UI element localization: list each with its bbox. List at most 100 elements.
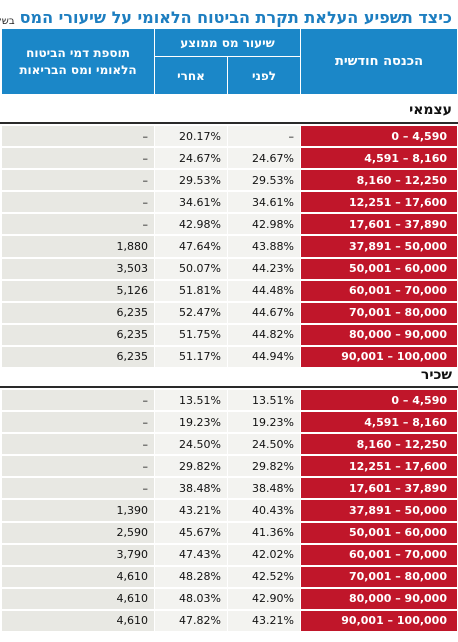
after-rate-cell: 34.61% (155, 192, 227, 213)
income-range-cell: 8,160 – 12,250 (301, 434, 457, 455)
income-range-cell: 50,001 – 60,000 (301, 522, 457, 543)
extra-cell: – (2, 434, 154, 455)
income-range-cell: 17,601 – 37,890 (301, 478, 457, 499)
before-rate-cell: 44.48% (228, 280, 300, 301)
before-rate-cell: 38.48% (228, 478, 300, 499)
section-divider (0, 386, 458, 388)
income-range-cell: 8,160 – 12,250 (301, 170, 457, 191)
after-rate-cell: 29.53% (155, 170, 227, 191)
income-range-cell: 60,001 – 70,000 (301, 544, 457, 565)
table-row: –29.53% 29.53% 8,160 – 12,250 (2, 169, 457, 191)
income-range-cell: 90,001 – 100,000 (301, 610, 457, 632)
before-rate-cell: 40.43% (228, 500, 300, 521)
after-rate-cell: 47.82% (155, 610, 227, 632)
income-range-cell: 80,000 – 90,000 (301, 324, 457, 345)
before-rate-cell: 42.02% (228, 544, 300, 565)
extra-cell: 6,235 (2, 324, 154, 345)
after-rate-cell: 24.50% (155, 434, 227, 455)
extra-column-header: תוספת דמי הביטוח הלאומי ומס הבריאות (2, 29, 154, 94)
after-rate-cell: 50.07% (155, 258, 227, 279)
before-rate-cell: 44.67% (228, 302, 300, 323)
table-row: –24.50% 24.50% 8,160 – 12,250 (2, 433, 457, 455)
after-rate-cell: 29.82% (155, 456, 227, 477)
after-rate-cell: 42.98% (155, 214, 227, 235)
before-rate-cell: 44.94% (228, 346, 300, 368)
table-row: 4,610 48.28% 42.52% 70,001 – 80,000 (2, 566, 457, 588)
table-row: –20.17% –0 – 4,590 (2, 125, 457, 147)
extra-header-line2: הלאומי ומס הבריאות (19, 62, 137, 77)
income-range-cell: 12,251 – 17,600 (301, 456, 457, 477)
before-subheader: לפני (228, 57, 300, 94)
table-row: –38.48% 38.48% 17,601 – 37,890 (2, 477, 457, 499)
income-range-cell: 17,601 – 37,890 (301, 214, 457, 235)
income-range-cell: 70,001 – 80,000 (301, 302, 457, 323)
income-range-cell: 80,000 – 90,000 (301, 588, 457, 609)
after-rate-cell: 47.64% (155, 236, 227, 257)
after-rate-cell: 45.67% (155, 522, 227, 543)
table-row: 1,880 47.64% 43.88% 37,891 – 50,000 (2, 235, 457, 257)
table-row: –13.51% 13.51% 0 – 4,590 (2, 389, 457, 411)
before-rate-cell: 42.90% (228, 588, 300, 609)
extra-cell: – (2, 170, 154, 191)
after-rate-cell: 51.17% (155, 346, 227, 368)
extra-header-line1: תוספת דמי הביטוח (26, 45, 130, 60)
extra-cell: 5,126 (2, 280, 154, 301)
after-rate-cell: 43.21% (155, 500, 227, 521)
table-row: –29.82% 29.82% 12,251 – 17,600 (2, 455, 457, 477)
table-row: 6,235 51.75% 44.82% 80,000 – 90,000 (2, 324, 457, 346)
table-row: –19.23% 19.23% 4,591 – 8,160 (2, 411, 457, 433)
extra-cell: 3,503 (2, 258, 154, 279)
extra-cell: – (2, 192, 154, 213)
income-range-cell: 70,001 – 80,000 (301, 566, 457, 587)
before-rate-cell: 43.21% (228, 610, 300, 632)
extra-cell: 2,590 (2, 522, 154, 543)
after-subheader: אחרי (155, 57, 227, 94)
before-rate-cell: 24.67% (228, 148, 300, 169)
extra-cell: 1,880 (2, 236, 154, 257)
extra-cell: – (2, 456, 154, 477)
tax-rate-column-header: שיעור מס ממוצע (155, 29, 300, 56)
income-range-cell: 4,591 – 8,160 (301, 412, 457, 433)
extra-cell: – (2, 412, 154, 433)
before-rate-cell: 34.61% (228, 192, 300, 213)
table-row: 1,390 43.21% 40.43% 37,891 – 50,000 (2, 499, 457, 521)
after-rate-cell: 51.75% (155, 324, 227, 345)
before-rate-cell: 43.88% (228, 236, 300, 257)
before-rate-cell: 41.36% (228, 522, 300, 543)
table-row: 3,503 50.07% 44.23% 50,001 – 60,000 (2, 258, 457, 280)
income-range-cell: 90,001 – 100,000 (301, 346, 457, 368)
extra-cell: 4,610 (2, 588, 154, 609)
section-label-employee: שכיר (420, 367, 452, 383)
income-range-cell: 0 – 4,590 (301, 390, 457, 411)
unit-label: בשקלים (0, 16, 15, 27)
income-range-cell: 37,891 – 50,000 (301, 500, 457, 521)
title-row: כיצד תשפיע העלאת תקרת הביטוח הלאומי על ש… (0, 0, 458, 27)
before-rate-cell: 44.23% (228, 258, 300, 279)
before-rate-cell: 42.52% (228, 566, 300, 587)
income-range-cell: 60,001 – 70,000 (301, 280, 457, 301)
table-row: 4,610 48.03% 42.90% 80,000 – 90,000 (2, 588, 457, 610)
extra-cell: – (2, 390, 154, 411)
before-rate-cell: – (228, 126, 300, 147)
before-rate-cell: 24.50% (228, 434, 300, 455)
table-row: –42.98% 42.98% 17,601 – 37,890 (2, 213, 457, 235)
income-range-cell: 50,001 – 60,000 (301, 258, 457, 279)
before-rate-cell: 29.82% (228, 456, 300, 477)
extra-cell: 6,235 (2, 346, 154, 368)
extra-cell: – (2, 214, 154, 235)
table-row: 5,126 51.81% 44.48% 60,001 – 70,000 (2, 280, 457, 302)
after-rate-cell: 48.03% (155, 588, 227, 609)
after-rate-cell: 19.23% (155, 412, 227, 433)
income-range-cell: 4,591 – 8,160 (301, 148, 457, 169)
selfemployed-table: –20.17% –0 – 4,590–24.67% 24.67% 4,591 – 8,… (2, 125, 457, 368)
after-rate-cell: 51.81% (155, 280, 227, 301)
extra-cell: 1,390 (2, 500, 154, 521)
table-row: –34.61% 34.61% 12,251 – 17,600 (2, 191, 457, 213)
extra-cell: – (2, 478, 154, 499)
after-rate-cell: 24.67% (155, 148, 227, 169)
section-label-selfemployed: עצמאי (409, 102, 452, 118)
before-rate-cell: 44.82% (228, 324, 300, 345)
after-rate-cell: 13.51% (155, 390, 227, 411)
income-range-cell: 12,251 – 17,600 (301, 192, 457, 213)
